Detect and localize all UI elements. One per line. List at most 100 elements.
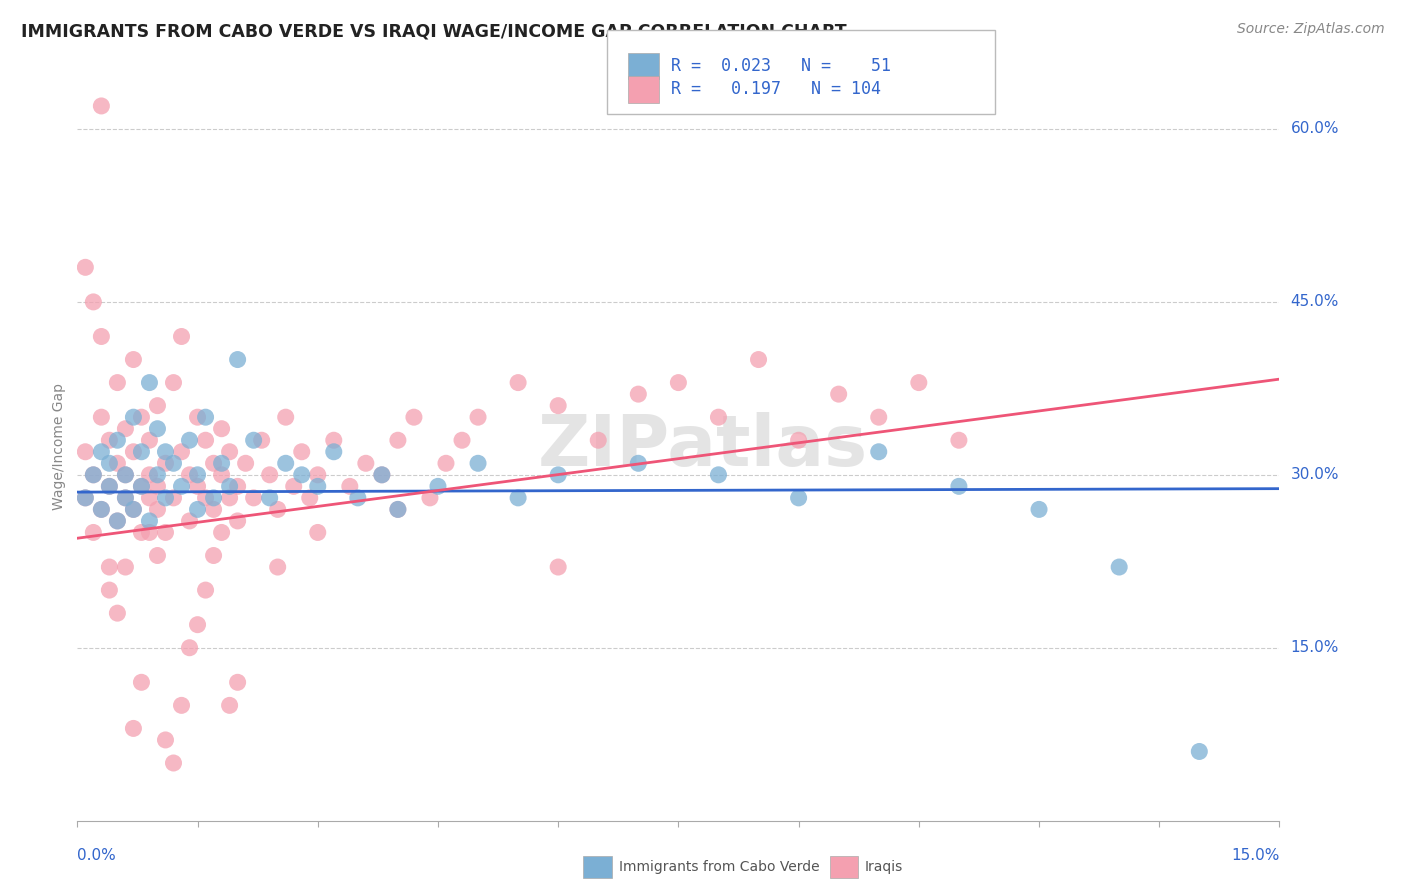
Point bbox=[146, 399, 169, 413]
Point bbox=[627, 387, 650, 401]
Point bbox=[131, 410, 153, 425]
Point bbox=[155, 525, 177, 540]
Text: R =   0.197   N = 104: R = 0.197 N = 104 bbox=[671, 80, 880, 98]
Point bbox=[242, 434, 264, 448]
Point bbox=[307, 525, 329, 540]
Point bbox=[211, 422, 233, 436]
Point bbox=[114, 467, 136, 482]
Point bbox=[122, 444, 145, 458]
Point bbox=[1028, 502, 1050, 516]
Point bbox=[226, 514, 249, 528]
Point bbox=[259, 491, 281, 505]
Point bbox=[748, 352, 770, 367]
Point bbox=[186, 410, 209, 425]
Point bbox=[162, 456, 184, 470]
Point bbox=[114, 467, 136, 482]
Point bbox=[170, 329, 193, 343]
Point bbox=[146, 502, 169, 516]
Point bbox=[211, 456, 233, 470]
Point bbox=[90, 444, 112, 458]
Point bbox=[211, 467, 233, 482]
Point bbox=[107, 376, 129, 390]
Text: Immigrants from Cabo Verde: Immigrants from Cabo Verde bbox=[619, 860, 820, 874]
Point bbox=[122, 352, 145, 367]
Point bbox=[291, 467, 314, 482]
Point bbox=[371, 467, 394, 482]
Point bbox=[283, 479, 305, 493]
Point bbox=[82, 525, 104, 540]
Point bbox=[98, 456, 121, 470]
Point bbox=[202, 502, 225, 516]
Point bbox=[434, 456, 457, 470]
Point bbox=[347, 491, 370, 505]
Point bbox=[155, 491, 177, 505]
Point bbox=[194, 583, 217, 598]
Point bbox=[387, 502, 409, 516]
Point bbox=[948, 434, 970, 448]
Point bbox=[211, 525, 233, 540]
Point bbox=[82, 467, 104, 482]
Point bbox=[218, 479, 240, 493]
Point bbox=[98, 583, 121, 598]
Point bbox=[267, 560, 290, 574]
Point bbox=[267, 502, 290, 516]
Point bbox=[787, 491, 810, 505]
Point bbox=[307, 479, 329, 493]
Point bbox=[107, 514, 129, 528]
Point bbox=[179, 514, 201, 528]
Text: ZIPatlas: ZIPatlas bbox=[537, 411, 868, 481]
Point bbox=[202, 456, 225, 470]
Point bbox=[90, 502, 112, 516]
Point bbox=[467, 456, 489, 470]
Point bbox=[122, 410, 145, 425]
Point bbox=[908, 376, 931, 390]
Point bbox=[707, 410, 730, 425]
Point bbox=[467, 410, 489, 425]
Point bbox=[186, 479, 209, 493]
Point bbox=[627, 456, 650, 470]
Point bbox=[322, 444, 344, 458]
Point bbox=[98, 434, 121, 448]
Point bbox=[138, 514, 160, 528]
Point bbox=[226, 479, 249, 493]
Text: R =  0.023   N =    51: R = 0.023 N = 51 bbox=[671, 57, 890, 75]
Y-axis label: Wage/Income Gap: Wage/Income Gap bbox=[52, 383, 66, 509]
Point bbox=[186, 617, 209, 632]
Point bbox=[707, 467, 730, 482]
Text: IMMIGRANTS FROM CABO VERDE VS IRAQI WAGE/INCOME GAP CORRELATION CHART: IMMIGRANTS FROM CABO VERDE VS IRAQI WAGE… bbox=[21, 22, 846, 40]
Point bbox=[218, 698, 240, 713]
Point bbox=[194, 491, 217, 505]
Text: 45.0%: 45.0% bbox=[1291, 294, 1339, 310]
Point bbox=[138, 434, 160, 448]
Point bbox=[371, 467, 394, 482]
Point bbox=[122, 722, 145, 736]
Text: 60.0%: 60.0% bbox=[1291, 121, 1339, 136]
Point bbox=[131, 675, 153, 690]
Point bbox=[547, 399, 569, 413]
Point bbox=[235, 456, 257, 470]
Point bbox=[98, 560, 121, 574]
Point bbox=[138, 491, 160, 505]
Point bbox=[82, 294, 104, 309]
Point bbox=[114, 560, 136, 574]
Point bbox=[90, 502, 112, 516]
Point bbox=[202, 491, 225, 505]
Point bbox=[179, 434, 201, 448]
Point bbox=[131, 444, 153, 458]
Point bbox=[828, 387, 851, 401]
Point bbox=[242, 491, 264, 505]
Text: 15.0%: 15.0% bbox=[1291, 640, 1339, 656]
Point bbox=[90, 329, 112, 343]
Point bbox=[114, 491, 136, 505]
Point bbox=[402, 410, 425, 425]
Point bbox=[114, 422, 136, 436]
Point bbox=[179, 467, 201, 482]
Text: Source: ZipAtlas.com: Source: ZipAtlas.com bbox=[1237, 22, 1385, 37]
Point bbox=[90, 410, 112, 425]
Point bbox=[451, 434, 474, 448]
Point bbox=[194, 410, 217, 425]
Point bbox=[98, 479, 121, 493]
Point bbox=[98, 479, 121, 493]
Point bbox=[122, 502, 145, 516]
Point bbox=[170, 479, 193, 493]
